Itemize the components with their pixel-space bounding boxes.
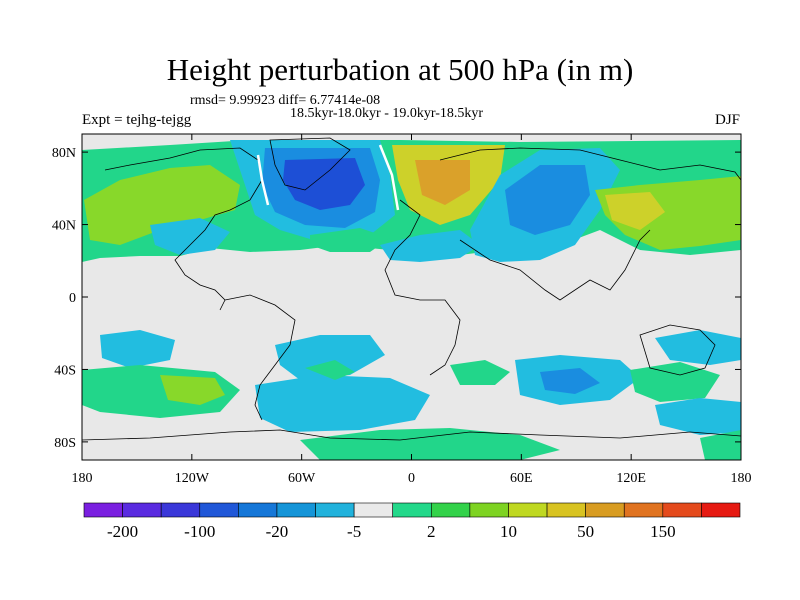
colorbar-label: 50	[577, 522, 594, 541]
longitude-axis: 180 120W 60W 0 60E 120E 180	[72, 134, 752, 486]
latitude-axis: 80N 40N 0 40S 80S	[52, 146, 741, 451]
map-field	[82, 134, 741, 460]
positive-region-europe-peak	[415, 160, 470, 205]
colorbar-labels: -200 -100 -20 -5 2 10 50 150	[107, 522, 676, 541]
lon-tick-label: 180	[72, 471, 93, 486]
lon-tick-label: 180	[731, 471, 752, 486]
zero-contour-lines	[256, 144, 400, 211]
colorbar-swatch	[585, 502, 625, 518]
colorbar-swatch	[315, 502, 355, 518]
colorbar-swatch	[122, 502, 162, 518]
colorbar-swatch	[276, 502, 316, 518]
colorbar-swatch	[701, 502, 741, 518]
positive-region-north-atlantic-small	[310, 228, 390, 252]
colorbar-swatch	[238, 502, 278, 518]
colorbar-label: -200	[107, 522, 138, 541]
negative-region-atlantic-mid	[380, 230, 480, 262]
lat-tick-label: 0	[69, 291, 76, 306]
negative-region-indian-ocean-core	[540, 368, 600, 394]
positive-region-south-africa	[450, 360, 510, 385]
colorbar-swatch	[469, 502, 509, 518]
positive-region-south-pacific-core	[160, 375, 225, 405]
negative-region-greenland-strong	[283, 158, 365, 210]
australia-coast	[639, 324, 716, 376]
colorbar-label: 2	[427, 522, 436, 541]
lon-tick-label: 120W	[175, 471, 210, 486]
colorbar-label: -100	[184, 522, 215, 541]
colorbar-swatch	[353, 502, 394, 518]
colorbar-swatch	[83, 502, 123, 518]
negative-region-siberia-core	[505, 165, 590, 235]
positive-region-north-pacific	[84, 165, 240, 245]
lon-tick-label: 120E	[616, 471, 646, 486]
positive-region-southern-ocean	[300, 428, 560, 460]
colorbar-swatch	[546, 502, 586, 518]
positive-region-east-asia-strong	[605, 192, 665, 230]
colorbar-swatch	[623, 502, 664, 518]
rmsd-diff-stats: rmsd= 9.99923 diff= 6.77414e-08	[190, 93, 381, 108]
coastlines	[82, 137, 741, 441]
colorbar-swatch	[160, 502, 201, 518]
positive-region-australia-south	[630, 362, 720, 402]
antarctica-coast	[82, 429, 741, 441]
lon-tick-label: 60W	[288, 471, 316, 486]
lat-tick-label: 80N	[52, 146, 76, 161]
lat-tick-label: 80S	[54, 436, 76, 451]
asia-coast	[439, 147, 741, 181]
lon-tick-label: 60E	[510, 471, 533, 486]
experiment-label: Expt = tejhg-tejgg	[82, 112, 192, 128]
north-america-coast	[104, 147, 263, 311]
negative-region-north-pacific-mid	[150, 218, 230, 255]
time-period-subtitle: 18.5kyr-18.0kyr - 19.0kyr-18.5kyr	[290, 106, 484, 121]
colorbar-swatch	[199, 502, 239, 518]
negative-region-south-pacific-east	[275, 335, 385, 380]
negative-region-south-pacific-far	[655, 398, 741, 435]
asia-south-coast	[459, 229, 651, 301]
negative-region-southern-ocean-atlantic	[255, 375, 430, 432]
europe-africa-coast	[384, 199, 461, 376]
colorbar-swatch	[662, 502, 702, 518]
colorbar-label: 150	[650, 522, 676, 541]
south-america-coast	[224, 294, 296, 421]
season-label: DJF	[714, 112, 740, 128]
positive-region-antarctic-east	[700, 430, 741, 460]
colorbar-swatch	[392, 502, 432, 518]
colorbar-swatch	[508, 502, 548, 518]
negative-region-australia	[655, 330, 741, 365]
colorbar-label: -5	[347, 522, 361, 541]
plot-title: Height perturbation at 500 hPa (in m)	[166, 52, 634, 87]
greenland-coast	[269, 137, 351, 191]
lat-tick-label: 40S	[54, 363, 76, 378]
colorbar	[83, 502, 741, 518]
negative-region-south-pacific-west	[100, 330, 175, 368]
positive-region-south-atlantic-small	[305, 360, 355, 380]
lon-tick-label: 0	[408, 471, 415, 486]
colorbar-label: -20	[266, 522, 289, 541]
colorbar-label: 10	[500, 522, 517, 541]
lat-tick-label: 40N	[52, 219, 76, 234]
colorbar-swatch	[430, 502, 471, 518]
